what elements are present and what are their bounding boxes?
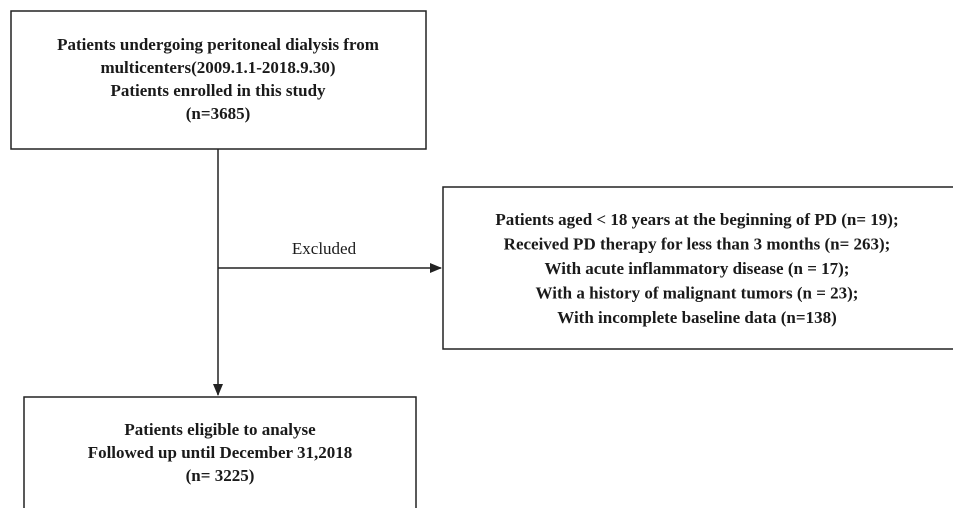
node-line: Followed up until December 31,2018 [88, 443, 353, 462]
node-line: Patients aged < 18 years at the beginnin… [495, 210, 898, 229]
box-excluded [442, 186, 953, 350]
node-line: With incomplete baseline data (n=138) [557, 308, 837, 327]
box-eligible [23, 396, 417, 508]
node-line: Received PD therapy for less than 3 mont… [504, 235, 891, 254]
node-line: Patients enrolled in this study [110, 81, 326, 100]
node-line: (n= 3225) [186, 466, 255, 485]
node-line: Patients undergoing peritoneal dialysis … [57, 35, 379, 54]
edge-label: Excluded [292, 239, 357, 258]
node-line: With a history of malignant tumors (n = … [536, 284, 859, 303]
node-line: (n=3685) [186, 104, 250, 123]
node-line: With acute inflammatory disease (n = 17)… [545, 259, 850, 278]
box-enrolled [10, 10, 427, 150]
node-line: Patients eligible to analyse [124, 420, 316, 439]
node-line: multicenters(2009.1.1-2018.9.30) [100, 58, 335, 77]
